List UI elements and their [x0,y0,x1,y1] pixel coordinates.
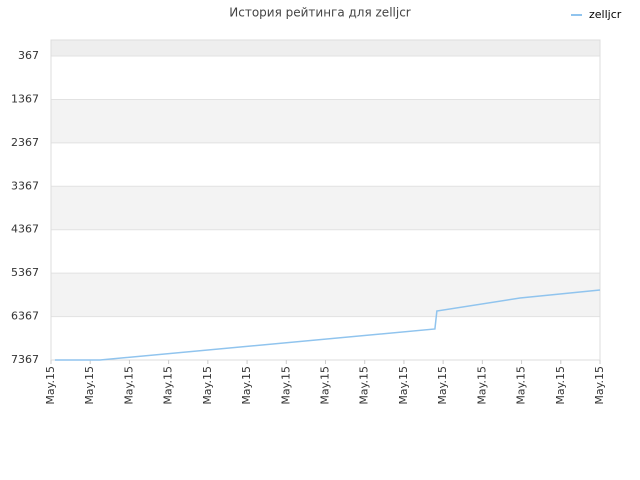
y-tick-label: 1367 [11,92,39,105]
x-tick-label: May.15 [515,366,528,405]
x-tick-label: May.15 [279,366,292,405]
y-tick-label: 2367 [11,136,39,149]
x-tick-label: May.15 [122,366,135,405]
x-tick-label: May.15 [358,366,371,405]
y-tick-label: 367 [18,49,39,62]
plot-band [51,316,600,360]
y-tick-label: 5367 [11,266,39,279]
x-tick-label: May.15 [593,366,606,405]
plot-band [51,273,600,317]
line [54,289,601,361]
x-tick-label: May.15 [201,366,214,405]
plot-band [51,56,600,100]
plot-band [51,99,600,143]
plot-band [51,142,600,187]
legend-label: zelljcr [589,8,622,21]
y-tick-label: 7367 [11,353,39,366]
y-tick-label: 6367 [11,310,39,323]
x-tick-label: May.15 [475,366,488,405]
plot-band [51,40,600,57]
x-tick-label: May.15 [44,366,57,405]
chart-title: История рейтинга для zelljcr [229,6,411,20]
plot-band [51,186,600,230]
x-tick-label: May.15 [554,366,567,405]
x-tick-label: May.15 [240,366,253,405]
y-tick-label: 4367 [11,223,39,236]
x-tick-label: May.15 [397,366,410,405]
x-tick-label: May.15 [319,366,332,405]
x-tick-label: May.15 [162,366,175,405]
x-tick-label: May.15 [436,366,449,405]
x-tick-label: May.15 [83,366,96,405]
y-tick-label: 3367 [11,179,39,192]
plot-band [51,229,600,274]
